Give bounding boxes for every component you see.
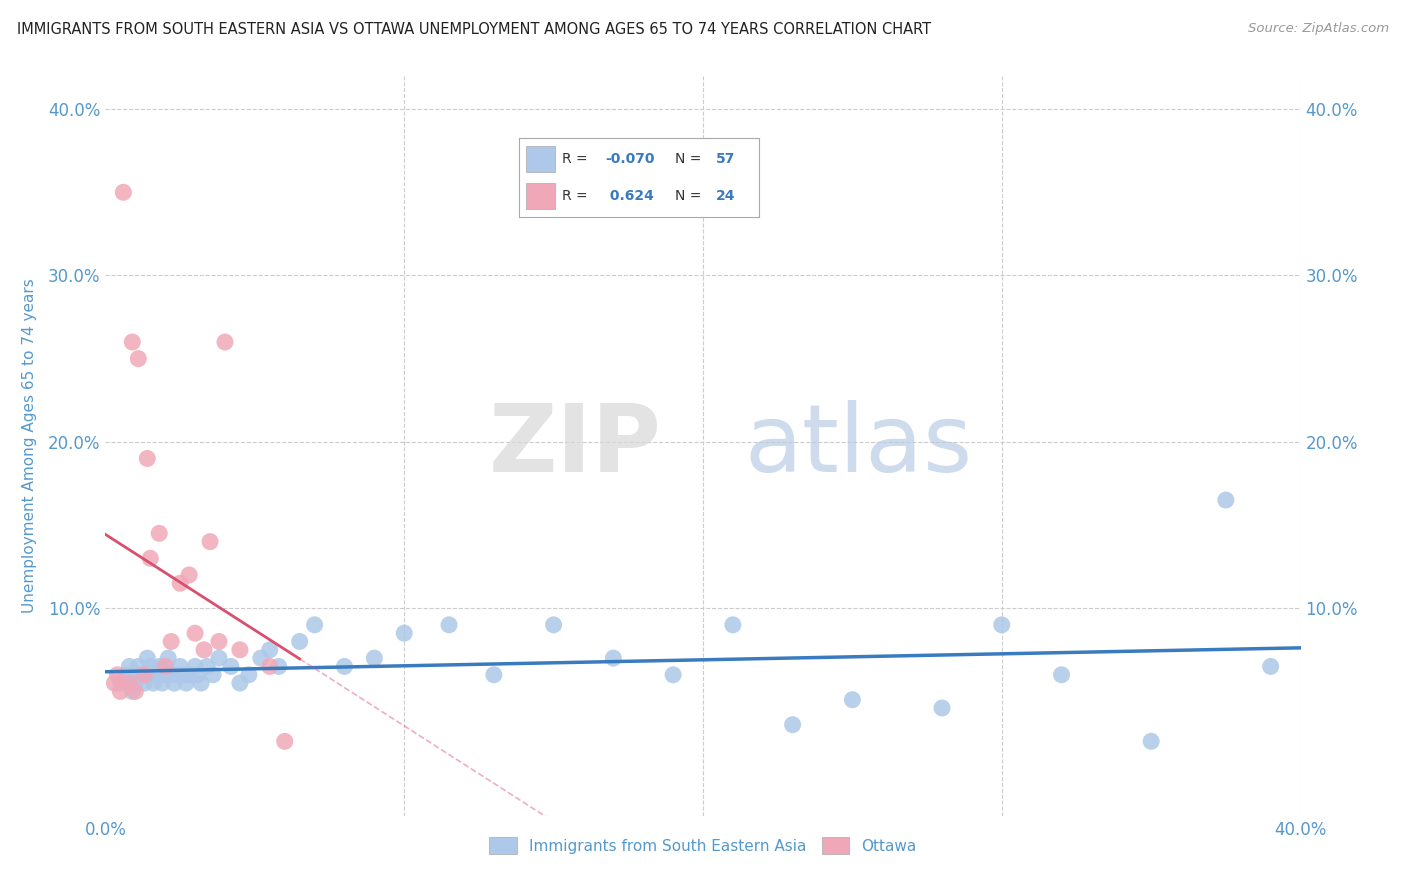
FancyBboxPatch shape (526, 146, 555, 172)
Point (782, 717, 804, 731)
Point (136, 451, 159, 466)
Point (363, 651, 385, 665)
Text: 24: 24 (716, 189, 735, 203)
Point (662, 667, 685, 681)
Point (214, 334, 236, 349)
Point (118, 676, 141, 690)
Point (259, 659, 281, 673)
Point (193, 642, 215, 657)
Point (172, 667, 194, 681)
Point (259, 642, 281, 657)
Text: 57: 57 (716, 152, 735, 166)
FancyBboxPatch shape (526, 183, 555, 209)
Text: N =: N = (675, 189, 702, 203)
Legend: Immigrants from South Eastern Asia, Ottawa: Immigrants from South Eastern Asia, Otta… (484, 830, 922, 861)
Point (110, 684, 132, 698)
Text: IMMIGRANTS FROM SOUTH EASTERN ASIA VS OTTAWA UNEMPLOYMENT AMONG AGES 65 TO 74 YE: IMMIGRANTS FROM SOUTH EASTERN ASIA VS OT… (17, 22, 931, 37)
Point (1140, 734, 1163, 748)
Point (177, 667, 201, 681)
Point (134, 676, 156, 690)
Point (229, 676, 252, 690)
Point (148, 659, 170, 673)
Point (134, 667, 156, 681)
Text: ZIP: ZIP (488, 400, 661, 492)
Point (124, 676, 146, 690)
Point (139, 551, 162, 566)
Point (288, 634, 311, 648)
Point (121, 684, 143, 698)
Point (219, 659, 242, 673)
Point (163, 676, 186, 690)
Point (841, 692, 863, 706)
Text: N =: N = (675, 152, 702, 166)
Text: R =: R = (562, 152, 588, 166)
Point (127, 659, 149, 673)
Point (169, 659, 191, 673)
Point (267, 659, 290, 673)
Point (602, 651, 624, 665)
Point (155, 659, 177, 673)
Point (273, 734, 295, 748)
Point (208, 634, 231, 648)
Point (142, 676, 165, 690)
Point (103, 676, 125, 690)
Point (1260, 659, 1282, 673)
Point (155, 667, 177, 681)
Point (124, 667, 146, 681)
Point (174, 676, 197, 690)
Point (121, 334, 143, 349)
Text: Source: ZipAtlas.com: Source: ZipAtlas.com (1249, 22, 1389, 36)
Point (145, 667, 167, 681)
Point (160, 667, 183, 681)
Point (482, 667, 505, 681)
Point (208, 651, 231, 665)
Point (190, 676, 212, 690)
Point (177, 568, 201, 582)
Point (148, 526, 170, 541)
Text: atlas: atlas (745, 400, 973, 492)
Point (931, 701, 953, 715)
Point (250, 651, 273, 665)
Point (1050, 667, 1073, 681)
Point (304, 618, 326, 632)
Point (1215, 493, 1237, 508)
Point (437, 618, 460, 632)
Point (129, 667, 153, 681)
Text: -0.070: -0.070 (606, 152, 655, 166)
Point (169, 576, 191, 591)
Point (543, 618, 565, 632)
Point (127, 351, 149, 366)
Point (184, 626, 207, 640)
Point (107, 667, 129, 681)
Point (721, 618, 744, 632)
Text: R =: R = (562, 189, 588, 203)
Point (139, 667, 162, 681)
Point (115, 667, 138, 681)
Text: 0.624: 0.624 (606, 189, 654, 203)
Point (333, 659, 356, 673)
Point (155, 659, 177, 673)
Point (238, 667, 260, 681)
Point (112, 186, 135, 200)
Point (110, 676, 132, 690)
Point (118, 659, 141, 673)
Point (184, 659, 207, 673)
Point (124, 684, 146, 698)
Point (229, 642, 252, 657)
Point (195, 659, 218, 673)
Y-axis label: Unemployment Among Ages 65 to 74 years: Unemployment Among Ages 65 to 74 years (22, 278, 37, 614)
Point (157, 651, 180, 665)
Point (166, 667, 188, 681)
Point (187, 667, 209, 681)
Point (160, 634, 183, 648)
Point (198, 534, 221, 549)
Point (394, 626, 416, 640)
Point (202, 667, 225, 681)
Point (136, 651, 159, 665)
Point (150, 676, 173, 690)
Point (990, 618, 1012, 632)
Point (139, 659, 162, 673)
